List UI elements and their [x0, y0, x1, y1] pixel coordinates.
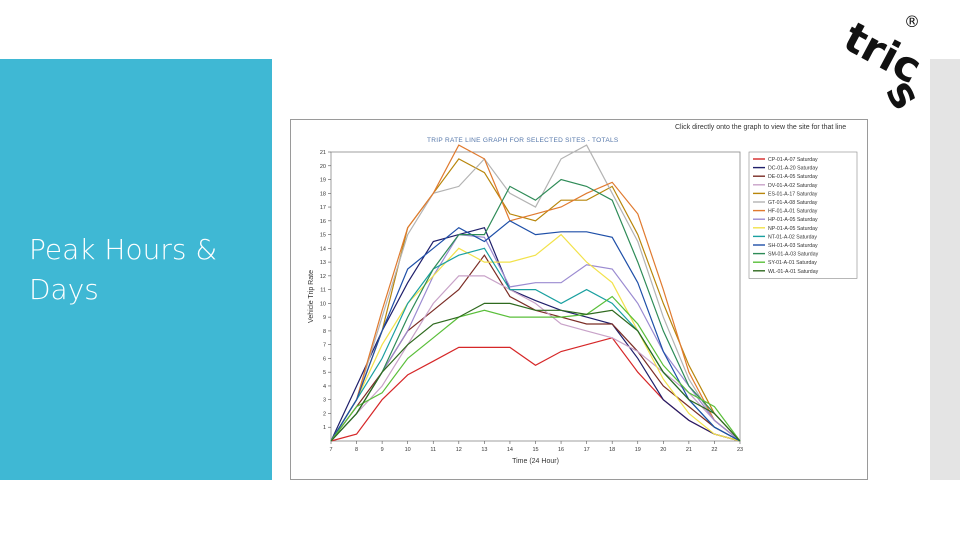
y-tick-label: 18	[320, 191, 326, 197]
series-line[interactable]	[330, 275, 741, 442]
legend-entry: DC-01-A-20 Saturday	[768, 166, 818, 172]
y-tick-label: 3	[323, 398, 326, 404]
legend-entry: WL-01-A-01 Saturday	[768, 269, 819, 275]
x-tick-label: 17	[584, 447, 590, 453]
y-tick-label: 20	[320, 164, 326, 170]
slide-title: Peak Hours & Days	[29, 233, 218, 306]
y-tick-label: 15	[320, 233, 326, 239]
x-tick-label: 23	[737, 447, 743, 453]
y-tick-label: 1	[323, 425, 326, 431]
x-tick-label: 21	[686, 447, 692, 453]
y-tick-label: 13	[320, 260, 326, 266]
series-line[interactable]	[330, 233, 741, 442]
accent-panel	[0, 59, 272, 480]
legend-entry: HF-01-A-01 Saturday	[768, 209, 818, 215]
x-tick-label: 10	[405, 447, 411, 453]
legend-entry: GT-01-A-08 Saturday	[768, 200, 818, 206]
series-line[interactable]	[330, 144, 741, 442]
legend-entry: NT-01-A-02 Saturday	[768, 234, 817, 240]
graph-screenshot[interactable]: Click directly onto the graph to view th…	[290, 119, 868, 480]
y-tick-label: 7	[323, 343, 326, 349]
y-tick-label: 4	[323, 384, 326, 390]
x-tick-label: 20	[660, 447, 666, 453]
legend-entry: DE-01-A-05 Saturday	[768, 174, 818, 180]
y-tick-label: 5	[323, 370, 326, 376]
trip-rate-chart[interactable]: 7 8 9 10 11 12 13 14 15 16 17 18 19 20 21 22 23123456789…	[291, 120, 867, 479]
legend-entry: HP-01-A-05 Saturday	[768, 217, 818, 223]
svg-text:®: ®	[904, 12, 920, 31]
legend-entry: NP-01-A-05 Saturday	[768, 226, 818, 232]
legend-entry: ES-01-A-17 Saturday	[768, 191, 818, 197]
side-bar	[930, 59, 960, 480]
y-tick-label: 11	[320, 288, 326, 294]
x-tick-label: 22	[711, 447, 717, 453]
legend-entry: SH-01-A-03 Saturday	[768, 243, 818, 249]
x-tick-label: 9	[381, 447, 384, 453]
y-tick-label: 16	[320, 219, 326, 225]
y-tick-label: 10	[320, 301, 326, 307]
x-tick-label: 8	[355, 447, 358, 453]
series-line[interactable]	[330, 178, 741, 442]
graph-hint: Click directly onto the graph to view th…	[675, 124, 847, 131]
legend-entry: DV-01-A-02 Saturday	[768, 183, 818, 189]
legend-box	[748, 151, 858, 279]
y-tick-label: 8	[323, 329, 326, 335]
x-tick-label: 7	[329, 447, 332, 453]
x-tick-label: 13	[481, 447, 487, 453]
y-tick-label: 2	[323, 411, 326, 417]
series-line[interactable]	[330, 233, 741, 442]
y-tick-label: 19	[320, 178, 326, 184]
legend-entry: CP-01-A-07 Saturday	[768, 157, 818, 163]
y-tick-label: 9	[323, 315, 326, 321]
y-tick-label: 12	[320, 274, 326, 280]
x-tick-label: 11	[430, 447, 436, 453]
legend-entry: SM-01-A-03 Saturday	[768, 252, 819, 258]
y-tick-label: 14	[320, 246, 326, 252]
series-line[interactable]	[330, 220, 741, 442]
x-tick-label: 15	[532, 447, 538, 453]
x-tick-label: 16	[558, 447, 564, 453]
x-tick-label: 14	[507, 447, 513, 453]
x-axis-label: Time (24 Hour)	[512, 458, 559, 465]
series-line[interactable]	[330, 302, 741, 442]
y-tick-label: 17	[320, 205, 326, 211]
series-line[interactable]	[330, 144, 741, 442]
series-line[interactable]	[330, 295, 741, 442]
trics-logo: tric s ®	[836, 12, 931, 115]
y-axis-label: Vehicle Trip Rate	[308, 270, 315, 323]
x-tick-label: 18	[609, 447, 615, 453]
series-line[interactable]	[330, 226, 741, 442]
graph-title: TRIP RATE LINE GRAPH FOR SELECTED SITES …	[427, 137, 619, 144]
y-tick-label: 6	[323, 356, 326, 362]
x-tick-label: 12	[456, 447, 462, 453]
legend-entry: SY-01-A-01 Saturday	[768, 260, 817, 266]
y-tick-label: 21	[320, 150, 326, 156]
x-tick-label: 19	[635, 447, 641, 453]
